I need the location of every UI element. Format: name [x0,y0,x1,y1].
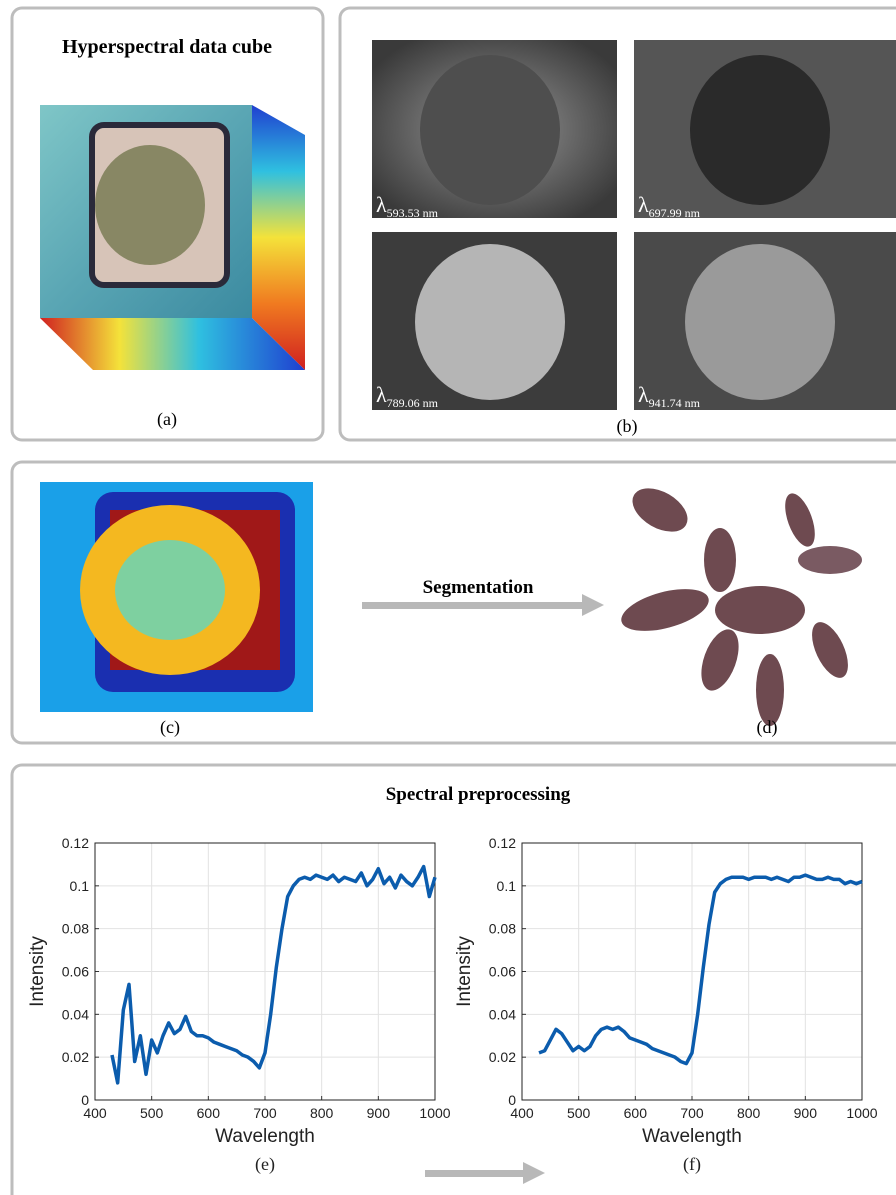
x-tick-label: 700 [253,1105,277,1121]
x-tick-label: 400 [510,1105,534,1121]
panel-label: (a) [157,409,177,430]
band-symbol: λ [376,382,387,407]
y-tick-label: 0.1 [70,878,90,894]
panel-label: (d) [757,717,778,738]
y-tick-label: 0.1 [497,878,517,894]
panel-label: (f) [683,1154,701,1175]
arrow-label: Segmentation [423,577,534,598]
y-tick-label: 0.08 [489,921,516,937]
y-tick-label: 0.02 [489,1049,516,1065]
band-wavelength: 593.53 nm [387,206,439,220]
band-wavelength: 941.74 nm [649,396,701,410]
x-tick-label: 500 [567,1105,591,1121]
x-tick-label: 1000 [846,1105,877,1121]
x-tick-label: 900 [367,1105,391,1121]
x-tick-label: 500 [140,1105,164,1121]
x-tick-label: 400 [83,1105,107,1121]
panel-title: Hyperspectral data cube [62,36,272,58]
y-tick-label: 0.02 [62,1049,89,1065]
x-tick-label: 800 [737,1105,761,1121]
arrow [425,1162,545,1184]
x-tick-label: 1000 [419,1105,450,1121]
y-axis-label: Intensity [454,936,475,1007]
y-tick-label: 0.04 [62,1006,89,1022]
y-tick-label: 0.12 [489,835,516,851]
data-cube-image [40,105,305,370]
y-tick-label: 0.06 [489,964,516,980]
y-tick-label: 0.06 [62,964,89,980]
figure: Hyperspectral data cube (a) λ593.53 nm λ… [0,0,896,1195]
panel-label: (e) [255,1154,275,1175]
y-tick-label: 0.12 [62,835,89,851]
y-axis-label: Intensity [27,936,48,1007]
y-tick-label: 0.04 [489,1006,516,1022]
x-tick-label: 600 [197,1105,221,1121]
band-symbol: λ [638,192,649,217]
false-color-image [40,482,313,712]
section-title: Spectral preprocessing [386,784,571,805]
x-tick-label: 800 [310,1105,334,1121]
band-images [372,40,896,410]
x-tick-label: 600 [624,1105,648,1121]
band-symbol: λ [376,192,387,217]
x-tick-label: 900 [794,1105,818,1121]
panel-label: (c) [160,717,180,738]
x-axis-label: Wavelength [215,1126,315,1147]
y-tick-label: 0.08 [62,921,89,937]
band-wavelength: 697.99 nm [649,206,701,220]
segmented-plant-image [617,479,862,726]
panel-label: (b) [617,416,638,437]
band-wavelength: 789.06 nm [387,396,439,410]
x-axis-label: Wavelength [642,1126,742,1147]
band-symbol: λ [638,382,649,407]
x-tick-label: 700 [680,1105,704,1121]
